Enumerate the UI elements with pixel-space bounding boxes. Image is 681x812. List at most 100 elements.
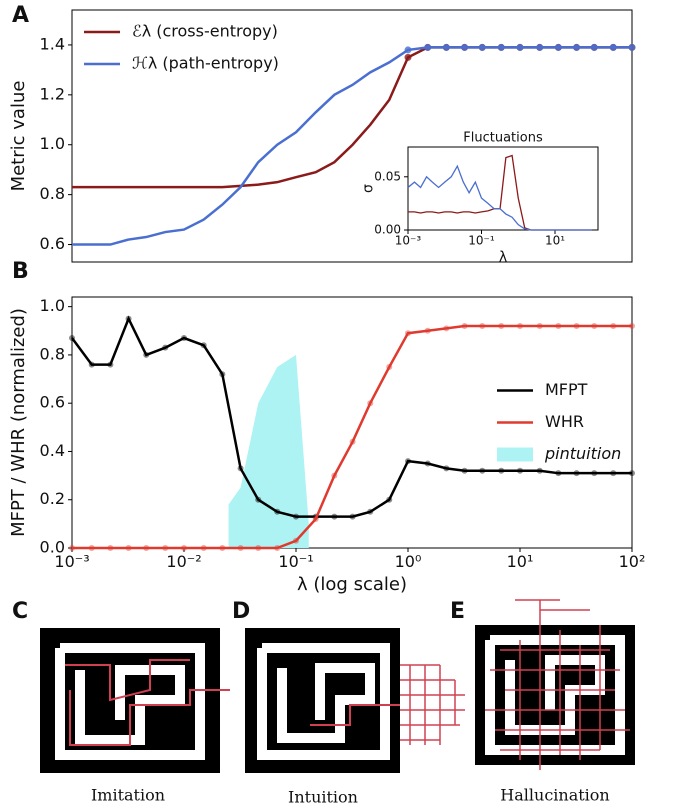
point — [461, 322, 468, 329]
point — [181, 545, 187, 551]
y-tick-label: 0.6 — [40, 234, 65, 253]
y-tick-label: 0.6 — [40, 393, 65, 412]
point — [88, 361, 95, 368]
legend-label: ℋλ (path-entropy) — [132, 54, 279, 73]
point — [555, 322, 562, 329]
point — [107, 361, 114, 368]
point — [405, 330, 411, 337]
point — [555, 470, 562, 477]
panel-label: E — [450, 599, 465, 624]
y-tick-label: 1.4 — [40, 34, 65, 53]
point — [162, 545, 169, 551]
point — [405, 458, 411, 465]
point — [219, 371, 226, 378]
caption: Imitation — [91, 786, 165, 805]
point — [69, 545, 75, 551]
y-axis-label: Metric value — [8, 81, 29, 192]
point — [125, 545, 132, 551]
point — [573, 322, 580, 329]
point — [200, 342, 207, 349]
point — [404, 46, 412, 54]
x-tick-label: 10⁻² — [166, 552, 201, 571]
point — [312, 516, 319, 523]
point — [461, 43, 469, 51]
y-tick-label: 0.05 — [374, 169, 401, 183]
y-axis-label: σ — [360, 184, 376, 193]
y-tick-label: 0.8 — [40, 184, 65, 203]
point — [498, 322, 505, 329]
panel-label: D — [232, 599, 250, 624]
x-axis-label: λ — [499, 250, 507, 266]
x-tick-label: 10⁻¹ — [468, 233, 495, 247]
point — [404, 53, 412, 61]
point — [516, 43, 524, 51]
y-tick-label: 0.2 — [40, 489, 65, 508]
point — [442, 43, 450, 51]
x-tick-label: 10⁻³ — [395, 233, 422, 247]
point — [349, 513, 356, 520]
y-tick-label: 1.0 — [40, 134, 65, 153]
y-tick-label: 0.4 — [40, 441, 65, 460]
x-tick-label: 10¹ — [545, 233, 565, 247]
point — [461, 467, 468, 474]
point — [498, 467, 505, 474]
point — [293, 537, 299, 544]
panel-label: B — [12, 259, 29, 284]
line — [72, 324, 632, 550]
caption: Intuition — [288, 788, 358, 807]
x-axis-label: λ (log scale) — [297, 574, 407, 595]
x-tick-label: 10² — [619, 552, 646, 571]
point — [293, 513, 299, 520]
point — [386, 496, 393, 503]
point — [367, 400, 374, 407]
x-tick-label: 10¹ — [507, 552, 534, 571]
panel-label: C — [12, 599, 28, 624]
point — [478, 43, 486, 51]
chart-title: Fluctuations — [463, 131, 543, 146]
point — [143, 545, 150, 551]
panel-label: A — [12, 3, 29, 28]
point — [536, 43, 544, 51]
point — [255, 545, 262, 551]
point — [386, 363, 393, 370]
point — [629, 470, 635, 477]
legend-swatch — [497, 447, 533, 462]
point — [443, 325, 450, 332]
point — [219, 545, 226, 551]
point — [609, 43, 617, 51]
point — [181, 335, 187, 342]
point — [331, 513, 338, 520]
y-tick-label: 0.0 — [40, 538, 65, 557]
point — [255, 496, 262, 503]
point — [591, 322, 598, 329]
point — [554, 43, 562, 51]
point — [628, 43, 636, 51]
y-tick-label: 0.8 — [40, 344, 65, 363]
y-axis-label: MFPT / WHR (normalized) — [8, 308, 29, 537]
point — [143, 351, 150, 358]
area — [228, 354, 309, 548]
point — [237, 465, 244, 472]
point — [237, 545, 244, 551]
point — [479, 322, 486, 329]
x-tick-label: 10⁰ — [395, 552, 422, 571]
point — [162, 344, 169, 351]
point — [200, 545, 207, 551]
point — [590, 43, 598, 51]
point — [479, 467, 486, 474]
point — [424, 460, 431, 467]
point — [349, 438, 356, 445]
legend-label: ℰλ (cross-entropy) — [132, 22, 278, 41]
point — [573, 470, 580, 477]
point — [443, 465, 450, 472]
point — [610, 322, 617, 329]
point — [573, 43, 581, 51]
maze-imitation — [40, 628, 230, 773]
point — [274, 508, 281, 515]
legend-label: pintuition — [544, 444, 621, 463]
point — [88, 545, 95, 551]
plot-area — [71, 296, 633, 549]
x-tick-label: 10⁻¹ — [278, 552, 313, 571]
maze-intuition — [245, 628, 465, 773]
